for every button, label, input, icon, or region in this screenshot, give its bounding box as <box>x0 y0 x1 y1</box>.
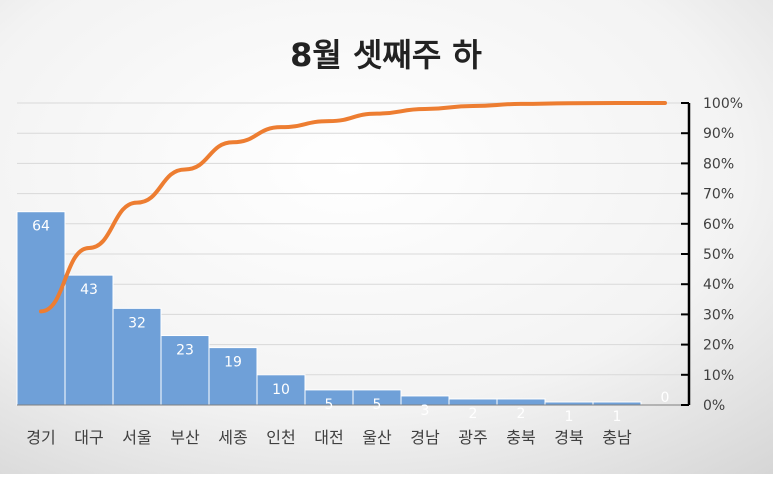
chart-title: 8월 셋째주 하 <box>290 36 482 74</box>
x-axis-category-label: 서울 <box>122 428 151 447</box>
bar-data-label: 32 <box>128 315 146 331</box>
bar <box>16 211 66 406</box>
x-axis-category-label: 충북 <box>506 428 535 447</box>
bar-data-label: 19 <box>224 355 242 371</box>
x-axis-category-label: 경기 <box>26 428 55 447</box>
bar-data-label-zero: 0 <box>661 390 670 406</box>
right-axis-tick-label: 70% <box>703 187 734 203</box>
x-axis-category-label: 대전 <box>314 428 343 447</box>
bar-data-label: 2 <box>517 406 526 422</box>
x-axis-category-label: 부산 <box>170 428 200 447</box>
bar-data-label: 2 <box>469 406 478 422</box>
right-axis-tick-label: 40% <box>703 277 734 293</box>
right-axis-tick-label: 50% <box>703 247 734 263</box>
x-axis-category-label: 인천 <box>266 428 295 447</box>
x-axis-category-label: 광주 <box>458 428 487 447</box>
x-axis-category-label: 대구 <box>74 428 103 447</box>
right-axis-tick-label: 60% <box>703 217 734 233</box>
bar-data-label: 5 <box>325 397 334 413</box>
right-axis-tick-label: 10% <box>703 368 734 384</box>
bar-data-label: 64 <box>32 219 50 235</box>
right-axis-tick-label: 30% <box>703 307 734 323</box>
right-axis-tick-label: 0% <box>703 398 725 414</box>
right-axis-tick-label: 90% <box>703 126 734 142</box>
cumulative-line <box>39 101 667 314</box>
right-axis-tick-label: 20% <box>703 338 734 354</box>
bar-data-label: 3 <box>421 403 430 419</box>
bar-data-label: 43 <box>80 282 98 298</box>
bar-data-label: 23 <box>176 343 194 359</box>
bar <box>448 398 498 406</box>
right-axis-tick-label: 80% <box>703 156 734 172</box>
x-axis-category-label: 세종 <box>218 428 247 447</box>
x-axis-category-label: 경남 <box>410 428 440 447</box>
bar-data-label: 10 <box>272 382 290 398</box>
x-axis-category-label: 경북 <box>554 428 583 447</box>
bar-data-label: 5 <box>373 397 382 413</box>
x-axis-category-label: 울산 <box>362 428 392 447</box>
bar-data-label: 1 <box>613 409 622 425</box>
x-axis-category-label: 충남 <box>602 428 632 447</box>
bar-data-label: 1 <box>565 409 574 425</box>
right-axis-tick-label: 100% <box>703 96 743 112</box>
bar <box>496 398 546 406</box>
bar <box>160 335 210 406</box>
